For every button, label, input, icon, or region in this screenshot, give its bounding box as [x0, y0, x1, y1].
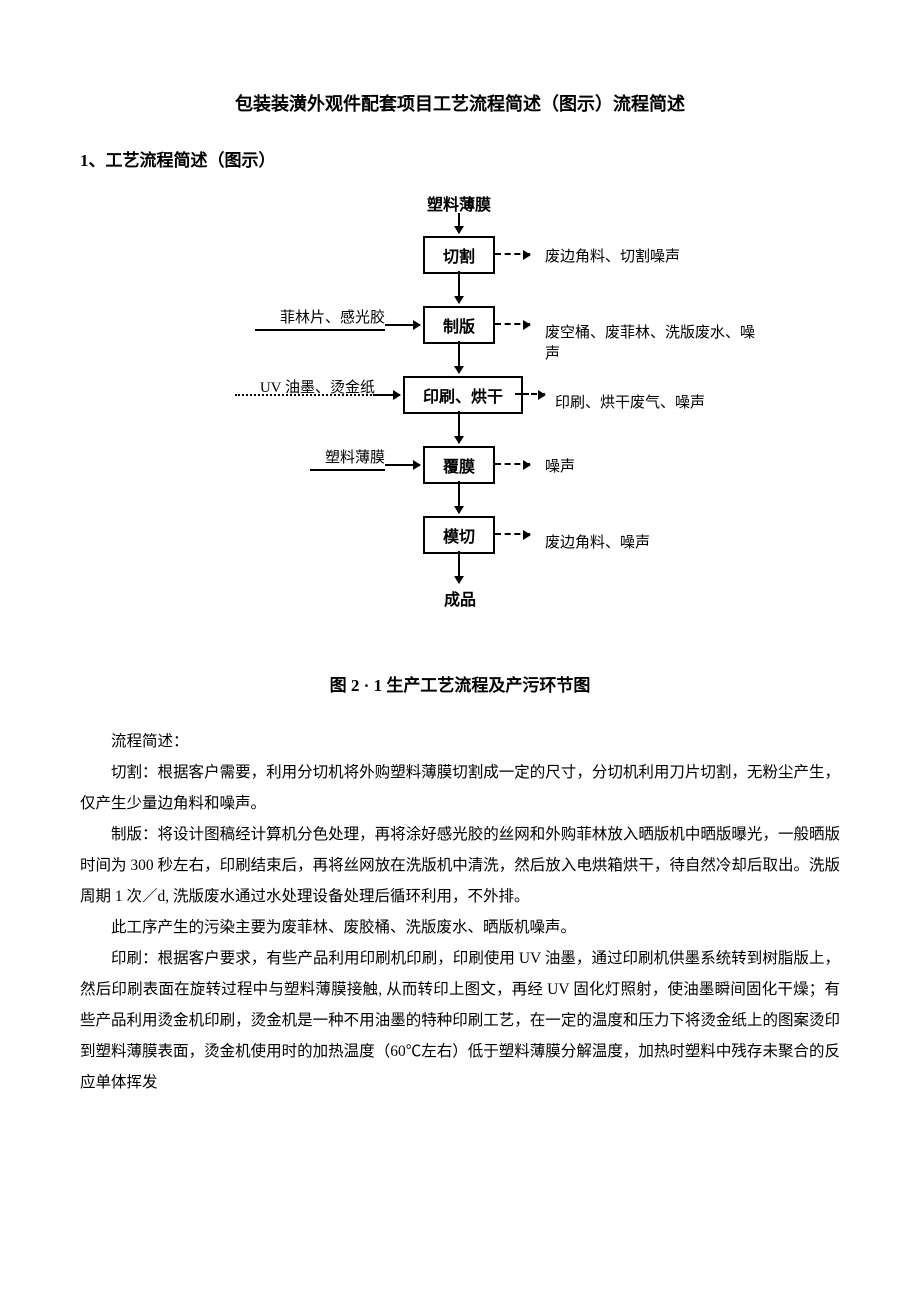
process-flowchart: 塑料薄膜 切割 制版 印刷、烘干 覆膜 模切 成品 菲林片、感光胶 UV 油墨、…: [160, 191, 760, 641]
paragraph: 切割：根据客户需要，利用分切机将外购塑料薄膜切割成一定的尺寸，分切机利用刀片切割…: [80, 757, 840, 819]
flow-node-diecut: 模切: [423, 516, 495, 554]
flow-node-print: 印刷、烘干: [403, 376, 523, 414]
flow-arrow: [458, 481, 460, 513]
flow-arrow: [458, 551, 460, 583]
flow-output-arrow: [495, 533, 530, 535]
flow-output-waste2: 废空桶、废菲林、洗版废水、噪声: [545, 321, 760, 363]
flow-input-film: 菲林片、感光胶: [255, 306, 385, 331]
flow-start-node: 塑料薄膜: [424, 191, 494, 215]
flow-arrow: [458, 271, 460, 303]
paragraph: 此工序产生的污染主要为废菲林、废胶桶、洗版废水、晒版机噪声。: [80, 912, 840, 943]
paragraph: 制版：将设计图稿经计算机分色处理，再将涂好感光胶的丝网和外购菲林放入晒版机中晒版…: [80, 819, 840, 912]
paragraph: 印刷：根据客户要求，有些产品利用印刷机印刷，印刷使用 UV 油墨，通过印刷机供墨…: [80, 943, 840, 1098]
flow-input-arrow: [385, 464, 420, 466]
flow-node-lamination: 覆膜: [423, 446, 495, 484]
flow-output-waste4: 噪声: [545, 455, 575, 476]
flow-end-node: 成品: [440, 586, 480, 610]
flow-output-waste5: 废边角料、噪声: [545, 531, 650, 552]
section-heading: 1、工艺流程简述（图示）: [80, 146, 840, 171]
flow-input-arrow: [385, 324, 420, 326]
figure-caption: 图 2 · 1 生产工艺流程及产污环节图: [80, 671, 840, 696]
flow-output-arrow: [495, 463, 530, 465]
body-text: 流程简述： 切割：根据客户需要，利用分切机将外购塑料薄膜切割成一定的尺寸，分切机…: [80, 726, 840, 1098]
document-title: 包装装潢外观件配套项目工艺流程简述（图示）流程简述: [80, 90, 840, 116]
flow-input-plastic: 塑料薄膜: [310, 446, 385, 471]
flow-arrow: [458, 213, 460, 233]
flow-arrow: [458, 341, 460, 373]
flow-output-arrow: [495, 323, 530, 325]
flow-input-arrow: [375, 394, 400, 396]
paragraph: 流程简述：: [80, 726, 840, 757]
flow-output-waste3: 印刷、烘干废气、噪声: [555, 391, 705, 412]
flow-arrow: [458, 411, 460, 443]
flow-node-cutting: 切割: [423, 236, 495, 274]
flow-output-waste1: 废边角料、切割噪声: [545, 245, 680, 266]
flow-node-plate: 制版: [423, 306, 495, 344]
flow-output-arrow: [515, 393, 545, 395]
flow-output-arrow: [495, 253, 530, 255]
